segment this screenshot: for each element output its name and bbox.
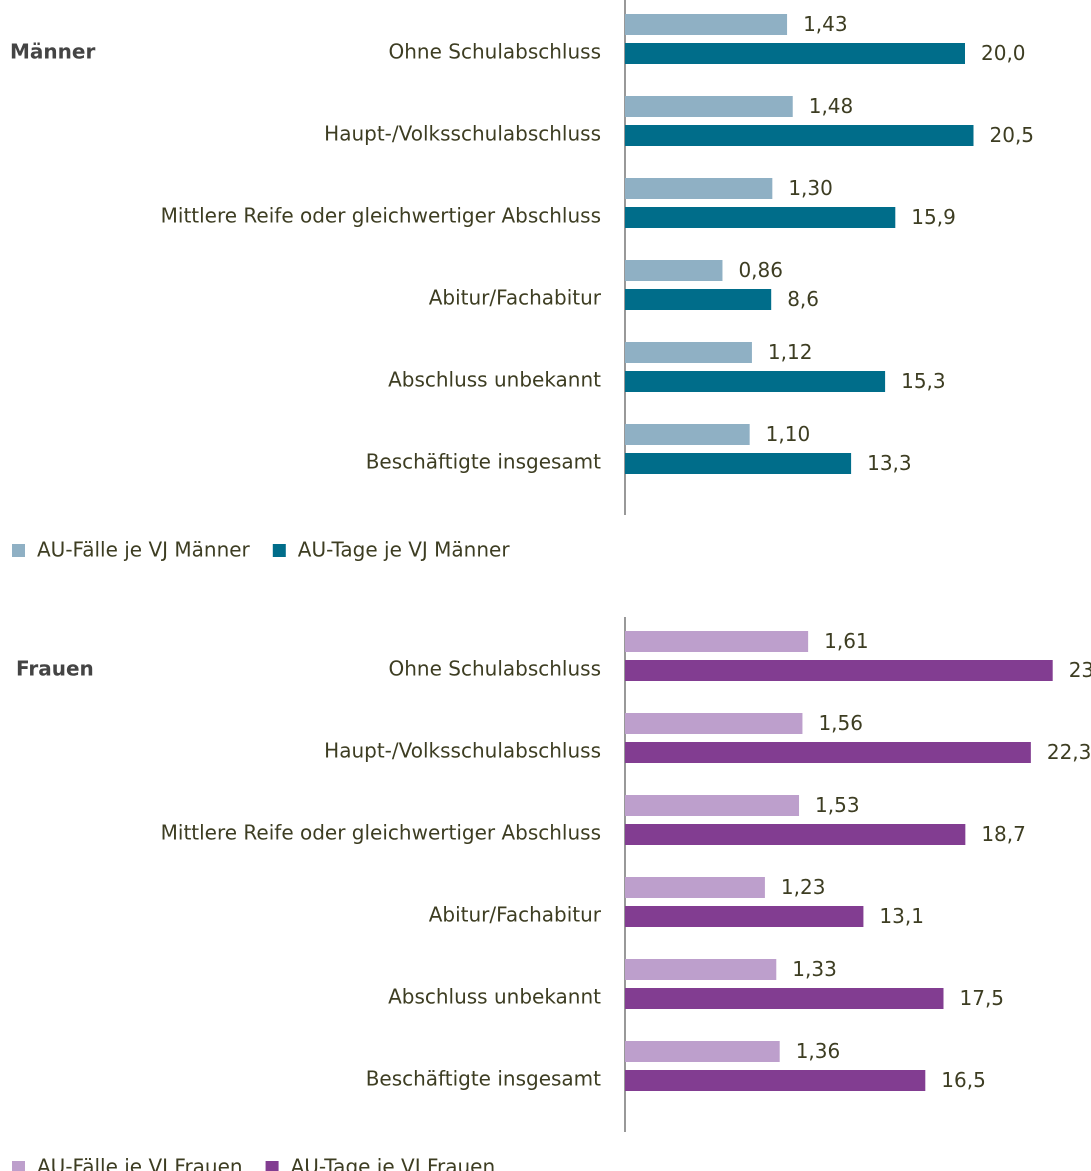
legend-swatch <box>12 1161 25 1171</box>
bar <box>625 959 777 980</box>
value-label: 0,86 <box>738 258 783 282</box>
bar <box>625 14 788 35</box>
value-label: 13,1 <box>879 904 924 928</box>
value-label: 23,5 <box>1069 658 1091 682</box>
category-label: Beschäftigte insgesamt <box>366 1067 601 1091</box>
value-label: 17,5 <box>960 986 1005 1010</box>
value-label: 1,43 <box>803 12 848 36</box>
legend-label: AU-Tage je VJ Männer <box>298 538 511 562</box>
category-label: Haupt-/Volksschulabschluss <box>324 122 601 146</box>
chart-title: Männer <box>10 40 95 64</box>
value-label: 1,23 <box>781 875 826 899</box>
bar <box>625 877 765 898</box>
bar <box>625 125 974 146</box>
bar <box>625 660 1053 681</box>
bar <box>625 1070 926 1091</box>
bar <box>625 631 809 652</box>
value-label: 22,3 <box>1047 740 1091 764</box>
value-label: 18,7 <box>981 822 1026 846</box>
category-label: Haupt-/Volksschulabschluss <box>324 739 601 763</box>
bar <box>625 1041 780 1062</box>
bar <box>625 824 966 845</box>
value-label: 15,3 <box>901 369 946 393</box>
category-label: Abitur/Fachabitur <box>429 286 602 310</box>
bar <box>625 96 793 117</box>
bar <box>625 424 750 445</box>
value-label: 1,56 <box>818 711 863 735</box>
legend-swatch <box>12 544 25 557</box>
category-label: Abschluss unbekannt <box>388 368 601 392</box>
bar <box>625 453 852 474</box>
bar <box>625 742 1031 763</box>
bar <box>625 342 752 363</box>
value-label: 15,9 <box>911 205 956 229</box>
category-label: Abitur/Fachabitur <box>429 903 602 927</box>
bar <box>625 371 886 392</box>
bar <box>625 43 965 64</box>
legend-label: AU-Fälle je VJ Männer <box>37 538 251 562</box>
legend-label: AU-Tage je VJ Frauen <box>291 1155 496 1171</box>
value-label: 13,3 <box>867 451 912 475</box>
category-label: Beschäftigte insgesamt <box>366 450 601 474</box>
value-label: 16,5 <box>941 1068 986 1092</box>
category-label: Ohne Schulabschluss <box>389 40 601 64</box>
bar <box>625 906 864 927</box>
value-label: 1,12 <box>768 340 813 364</box>
category-label: Mittlere Reife oder gleichwertiger Absch… <box>161 821 601 845</box>
value-label: 20,5 <box>990 123 1035 147</box>
value-label: 1,36 <box>796 1039 841 1063</box>
category-label: Ohne Schulabschluss <box>389 657 601 681</box>
bar <box>625 207 896 228</box>
bar <box>625 988 944 1009</box>
value-label: 1,48 <box>809 94 854 118</box>
legend-swatch <box>265 1161 279 1171</box>
value-label: 1,10 <box>766 422 811 446</box>
value-label: 1,61 <box>824 629 869 653</box>
chart-title: Frauen <box>16 657 94 681</box>
legend-label: AU-Fälle je VJ Frauen <box>37 1155 243 1171</box>
bar <box>625 795 800 816</box>
value-label: 20,0 <box>981 41 1026 65</box>
legend-swatch <box>272 544 286 557</box>
bar <box>625 178 773 199</box>
bar <box>625 260 723 281</box>
bar <box>625 713 803 734</box>
value-label: 1,30 <box>788 176 833 200</box>
category-label: Mittlere Reife oder gleichwertiger Absch… <box>161 204 601 228</box>
value-label: 1,53 <box>815 793 860 817</box>
bar <box>625 289 772 310</box>
category-label: Abschluss unbekannt <box>388 985 601 1009</box>
value-label: 1,33 <box>792 957 837 981</box>
value-label: 8,6 <box>787 287 819 311</box>
